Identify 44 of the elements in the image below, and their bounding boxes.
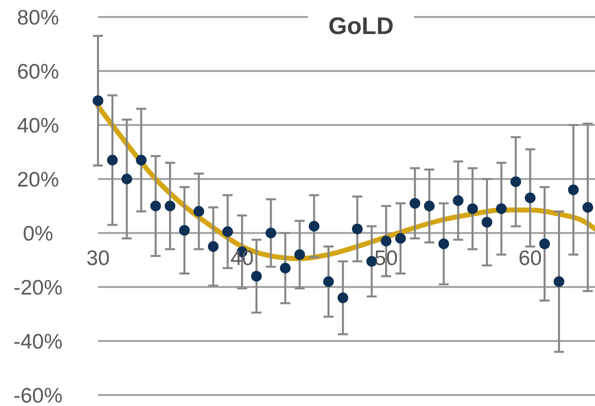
y-tick-label: -20%	[13, 276, 63, 300]
point	[438, 238, 450, 250]
point	[554, 276, 564, 287]
point	[380, 236, 392, 246]
x-tick-label: 30	[86, 247, 110, 270]
point	[452, 195, 464, 206]
point	[308, 220, 320, 232]
point	[208, 241, 219, 252]
x-tick-label: 60	[518, 247, 542, 270]
point	[179, 224, 190, 236]
point	[524, 192, 536, 204]
y-tick-label: -60%	[13, 384, 63, 406]
point	[323, 276, 334, 287]
point	[266, 228, 276, 238]
point	[395, 233, 406, 244]
point	[136, 154, 147, 166]
point	[193, 206, 204, 217]
chart-title: GoLD	[328, 13, 394, 40]
point	[568, 184, 579, 196]
point	[510, 176, 522, 188]
point	[582, 202, 594, 213]
y-tick-label: 80%	[16, 6, 60, 30]
point	[121, 174, 132, 184]
point	[222, 226, 234, 237]
y-tick-label: 40%	[16, 114, 60, 138]
y-tick-label: 0%	[22, 222, 54, 246]
y-tick-label: -40%	[13, 330, 63, 354]
point	[539, 238, 550, 250]
point	[352, 224, 363, 234]
point	[294, 249, 306, 260]
point	[338, 292, 348, 304]
point	[410, 198, 420, 209]
point	[164, 200, 176, 212]
y-tick-label: 20%	[16, 168, 60, 192]
point	[280, 262, 291, 274]
point	[107, 154, 118, 166]
point	[482, 216, 492, 228]
point	[496, 203, 507, 214]
y-tick-label: 60%	[16, 60, 60, 84]
point	[150, 200, 161, 212]
point	[92, 95, 104, 106]
point	[424, 200, 435, 212]
point	[467, 203, 478, 214]
point	[251, 270, 262, 282]
